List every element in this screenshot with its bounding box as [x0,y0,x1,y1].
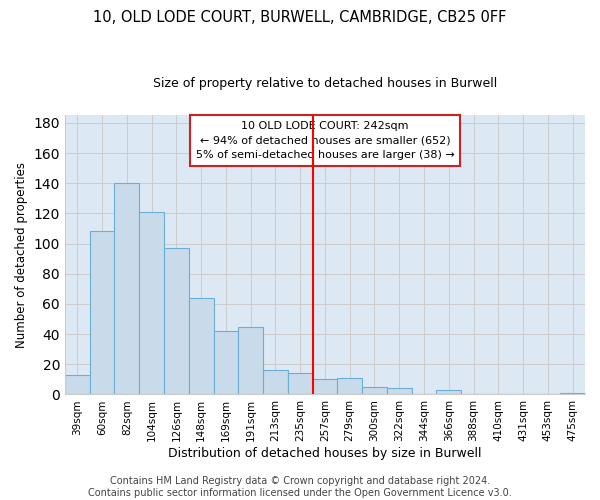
Bar [288,374,313,394]
Bar [263,370,288,394]
Bar [65,375,89,394]
Y-axis label: Number of detached properties: Number of detached properties [15,162,28,348]
Bar [560,393,585,394]
Bar [362,387,387,394]
Bar [214,331,238,394]
X-axis label: Distribution of detached houses by size in Burwell: Distribution of detached houses by size … [168,447,482,460]
Bar [139,212,164,394]
Text: 10, OLD LODE COURT, BURWELL, CAMBRIDGE, CB25 0FF: 10, OLD LODE COURT, BURWELL, CAMBRIDGE, … [94,10,506,25]
Text: 10 OLD LODE COURT: 242sqm
← 94% of detached houses are smaller (652)
5% of semi-: 10 OLD LODE COURT: 242sqm ← 94% of detac… [196,121,454,160]
Bar [89,232,115,394]
Bar [164,248,189,394]
Title: Size of property relative to detached houses in Burwell: Size of property relative to detached ho… [153,78,497,90]
Bar [387,388,412,394]
Bar [189,298,214,394]
Bar [313,380,337,394]
Bar [436,390,461,394]
Bar [337,378,362,394]
Bar [238,326,263,394]
Text: Contains HM Land Registry data © Crown copyright and database right 2024.
Contai: Contains HM Land Registry data © Crown c… [88,476,512,498]
Bar [115,183,139,394]
